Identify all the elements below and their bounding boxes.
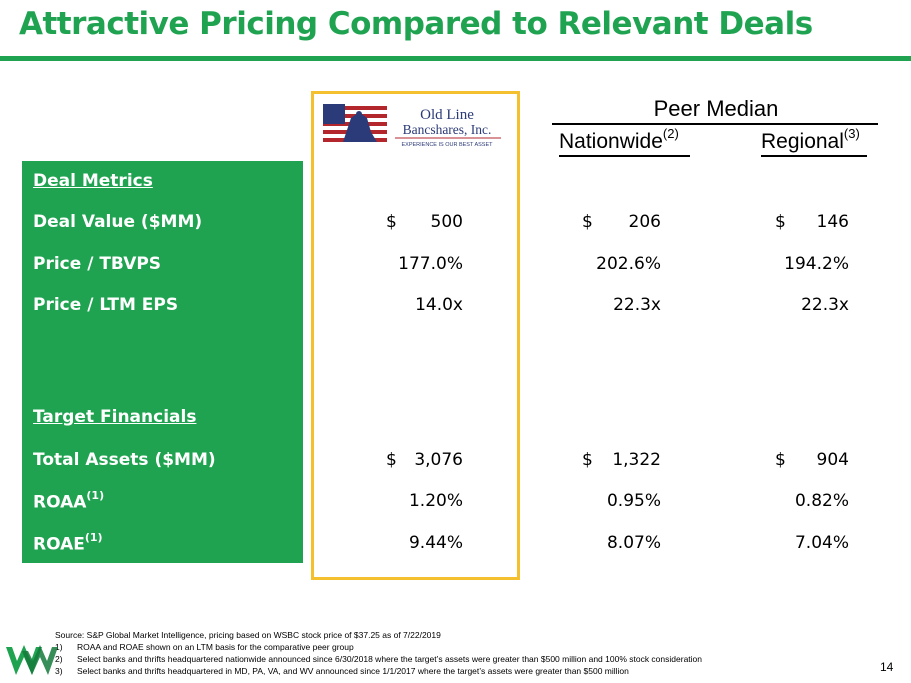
nationwide-price-ltm-eps: 22.3x — [613, 295, 661, 315]
footnote-1: 1) ROAA and ROAE shown on an LTM basis fo… — [55, 642, 354, 652]
old-line-price-tbvps: 177.0% — [398, 254, 463, 274]
regional-roae: 7.04% — [794, 533, 849, 553]
logo-line1: Old Line — [420, 107, 474, 123]
regional-currency: $ — [775, 212, 786, 232]
deal-metrics-heading: Deal Metrics — [33, 171, 153, 191]
page-number: 14 — [880, 660, 894, 674]
row-label-roaa: ROAA(1) — [33, 489, 105, 513]
footnote-3: 3) Select banks and thrifts headquartered… — [55, 666, 629, 676]
row-label-price-ltm-eps: Price / LTM EPS — [33, 295, 179, 315]
nationwide-footnote-ref: (2) — [662, 126, 679, 141]
old-line-highlight-box — [311, 91, 520, 580]
row-label-total-assets: Total Assets ($MM) — [33, 450, 216, 470]
regional-header: Regional(3) — [761, 126, 860, 154]
logo-tagline: EXPERIENCE IS OUR BEST ASSET — [402, 142, 494, 148]
nationwide-currency: $ — [582, 450, 593, 470]
peer-median-divider — [552, 123, 878, 125]
nationwide-underline — [559, 155, 690, 157]
nationwide-roae: 8.07% — [606, 533, 661, 553]
row-label-price-tbvps: Price / TBVPS — [33, 254, 162, 274]
page-title: Attractive Pricing Compared to Relevant … — [19, 6, 813, 42]
peer-median-header: Peer Median — [653, 96, 779, 121]
target-financials-heading: Target Financials — [33, 407, 197, 427]
old-line-currency: $ — [386, 212, 397, 232]
nationwide-price-tbvps: 202.6% — [596, 254, 661, 274]
regional-footnote-ref: (3) — [843, 126, 860, 141]
nationwide-currency: $ — [582, 212, 593, 232]
wesbanco-logo-icon — [6, 645, 58, 675]
regional-deal-value: 146 — [816, 212, 849, 232]
regional-roaa: 0.82% — [794, 491, 849, 511]
nationwide-roaa: 0.95% — [606, 491, 661, 511]
nationwide-label: Nationwide — [559, 130, 663, 153]
old-line-roaa: 1.20% — [408, 491, 463, 511]
old-line-total-assets: 3,076 — [414, 450, 463, 470]
roaa-label: ROAA — [33, 492, 87, 513]
regional-underline — [761, 155, 867, 157]
roae-label: ROAE — [33, 534, 85, 555]
old-line-flag-emblem-icon: Old Line Bancshares, Inc. EXPERIENCE IS … — [321, 102, 510, 150]
source-note: Source: S&P Global Market Intelligence, … — [55, 630, 441, 640]
footnote-2: 2) Select banks and thrifts headquartered… — [55, 654, 702, 664]
regional-total-assets: 904 — [816, 450, 849, 470]
roaa-footnote-ref: (1) — [86, 489, 105, 502]
old-line-roae: 9.44% — [408, 533, 463, 553]
regional-price-tbvps: 194.2% — [784, 254, 849, 274]
regional-label: Regional — [761, 130, 844, 153]
regional-currency: $ — [775, 450, 786, 470]
nationwide-total-assets: 1,322 — [612, 450, 661, 470]
metrics-label-panel — [22, 161, 303, 563]
title-divider — [0, 56, 911, 61]
row-label-roae: ROAE(1) — [33, 531, 103, 555]
regional-price-ltm-eps: 22.3x — [801, 295, 849, 315]
row-label-deal-value: Deal Value ($MM) — [33, 212, 203, 232]
old-line-deal-value: 500 — [430, 212, 463, 232]
nationwide-header: Nationwide(2) — [559, 126, 679, 154]
roae-footnote-ref: (1) — [84, 531, 103, 544]
old-line-bancshares-logo: Old Line Bancshares, Inc. EXPERIENCE IS … — [321, 102, 510, 150]
old-line-currency: $ — [386, 450, 397, 470]
logo-line2: Bancshares, Inc. — [403, 122, 492, 137]
nationwide-deal-value: 206 — [628, 212, 661, 232]
footnotes: Source: S&P Global Market Intelligence, … — [55, 629, 702, 677]
old-line-price-ltm-eps: 14.0x — [415, 295, 463, 315]
